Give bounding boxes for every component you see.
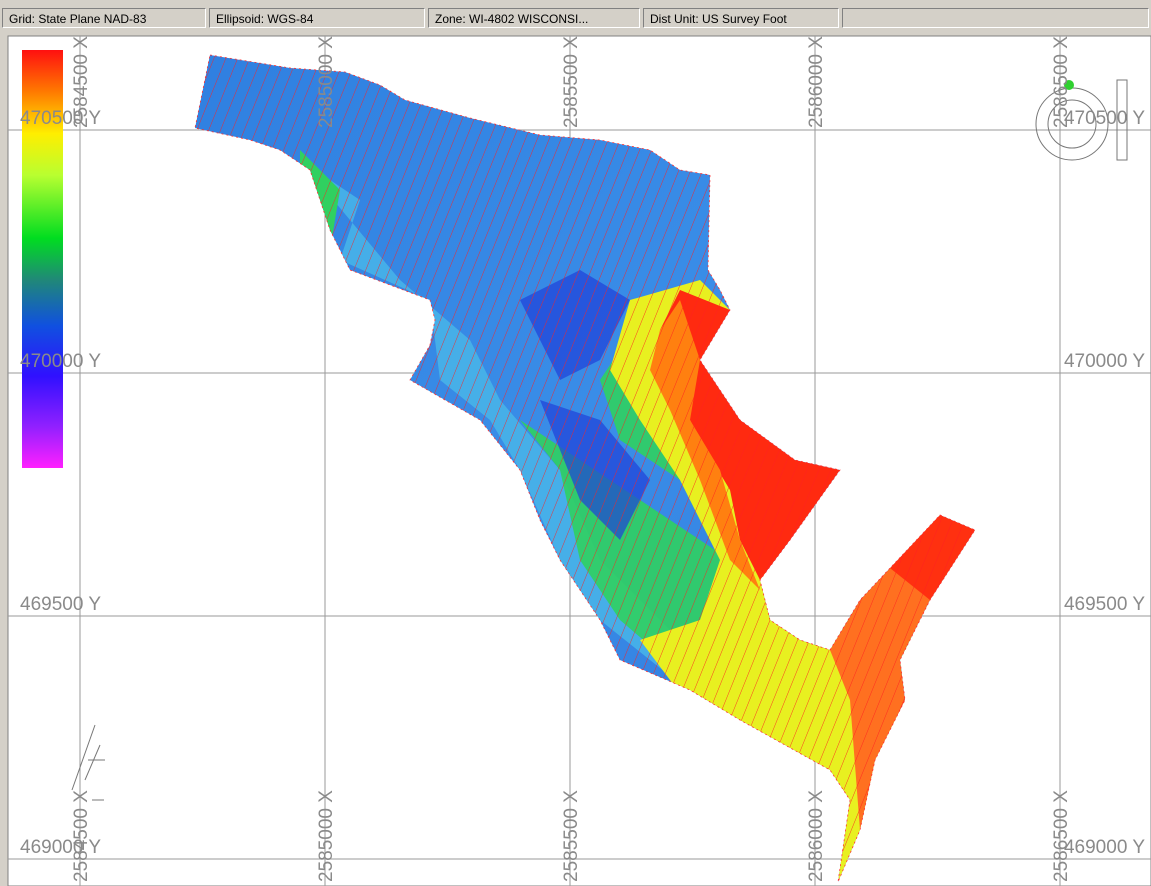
status-field: Zone: WI-4802 WISCONSI...: [428, 8, 640, 28]
x-grid-label: 2586000 X: [806, 36, 827, 128]
x-grid-label: 2586500 X: [1051, 790, 1072, 882]
y-grid-label: 469500 Y: [20, 594, 101, 615]
x-grid-label: 2585000 X: [316, 790, 337, 882]
y-grid-label: 469000 Y: [1064, 837, 1145, 858]
x-grid-label: 2585500 X: [561, 36, 582, 128]
page: Grid: State Plane NAD-83 Ellipsoid: WGS-…: [0, 0, 1151, 886]
status-field: Dist Unit: US Survey Foot: [643, 8, 839, 28]
status-field: [842, 8, 1149, 28]
x-grid-label: 2586000 X: [806, 790, 827, 882]
status-bar: Grid: State Plane NAD-83 Ellipsoid: WGS-…: [0, 0, 1151, 30]
y-grid-label: 470000 Y: [20, 351, 101, 372]
x-grid-label: 2584500 X: [71, 790, 92, 882]
status-field: Grid: State Plane NAD-83: [2, 8, 206, 28]
y-grid-label: 469000 Y: [20, 837, 101, 858]
y-grid-label: 470000 Y: [1064, 351, 1145, 372]
y-grid-label: 470500 Y: [1064, 108, 1145, 129]
y-grid-label: 469500 Y: [1064, 594, 1145, 615]
y-grid-label: 470500 Y: [20, 108, 101, 129]
x-grid-label: 2585000 X: [316, 36, 337, 128]
status-field: Ellipsoid: WGS-84: [209, 8, 425, 28]
x-grid-label: 2585500 X: [561, 790, 582, 882]
